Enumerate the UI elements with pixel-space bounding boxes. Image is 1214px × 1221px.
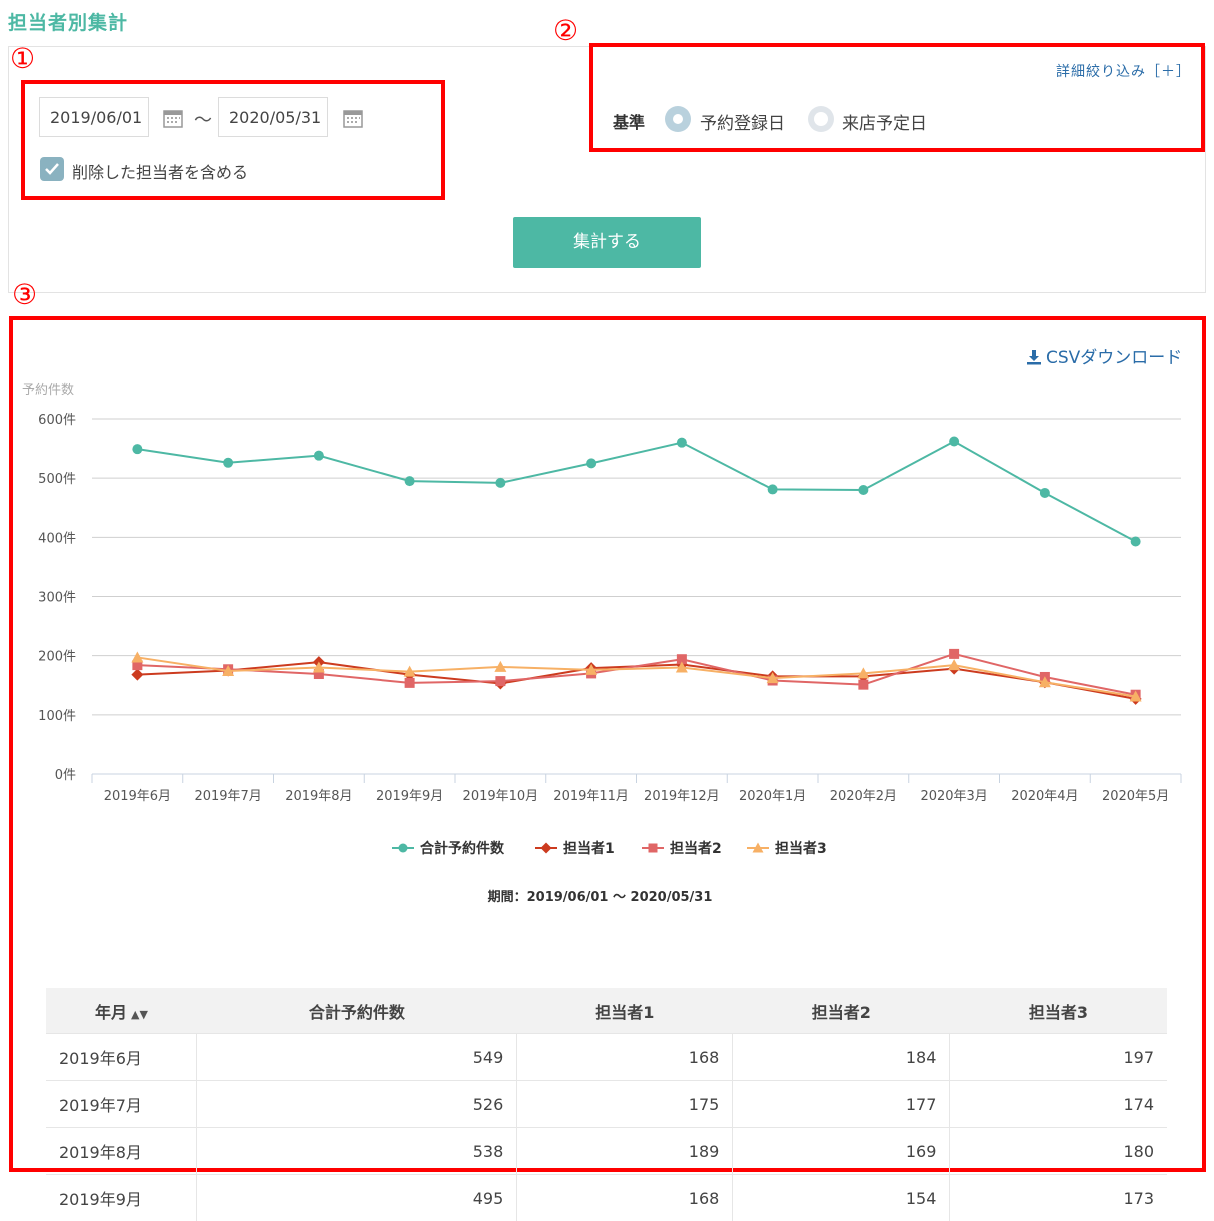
data-point [949, 649, 959, 659]
data-point [677, 438, 687, 448]
highlight-box-1 [21, 80, 445, 200]
sort-icon[interactable]: ▲▼ [131, 1008, 148, 1021]
aggregate-button[interactable]: 集計する [513, 217, 701, 268]
data-point [223, 458, 233, 468]
col-header-month[interactable]: 年月▲▼ [46, 988, 197, 1034]
x-tick-label: 2020年4月 [1011, 789, 1078, 804]
cell-value: 495 [197, 1175, 517, 1221]
cell-value: 175 [517, 1081, 733, 1128]
cell-value: 168 [517, 1175, 733, 1221]
y-tick-label: 300件 [38, 591, 76, 606]
x-tick-label: 2019年11月 [553, 789, 629, 804]
cell-value: 168 [517, 1034, 733, 1081]
x-tick-label: 2020年5月 [1102, 789, 1169, 804]
csv-download-label: CSVダウンロード [1046, 348, 1182, 368]
data-point [858, 680, 868, 690]
data-point [131, 669, 143, 681]
data-point [586, 458, 596, 468]
cell-value: 184 [733, 1034, 950, 1081]
cell-value: 173 [950, 1175, 1167, 1221]
data-point [1040, 488, 1050, 498]
col-header-total: 合計予約件数 [197, 988, 517, 1034]
data-point [495, 676, 505, 686]
legend-label: 担当者3 [775, 840, 827, 857]
x-tick-label: 2020年3月 [920, 789, 987, 804]
data-point [949, 436, 959, 446]
highlight-box-2 [589, 43, 1205, 152]
series-line [137, 662, 1135, 699]
x-tick-label: 2019年10月 [463, 789, 539, 804]
annotation-mark-3: ③ [12, 278, 37, 311]
x-tick-label: 2019年9月 [376, 789, 443, 804]
x-tick-label: 2019年8月 [285, 789, 352, 804]
y-tick-label: 400件 [38, 531, 76, 546]
download-icon [1026, 349, 1042, 365]
data-point [405, 678, 415, 688]
legend-marker [541, 843, 552, 854]
y-tick-label: 600件 [38, 413, 76, 428]
x-tick-label: 2019年7月 [194, 789, 261, 804]
cell-month: 2019年7月 [46, 1081, 197, 1128]
series-line [137, 657, 1135, 696]
cell-value: 169 [733, 1128, 950, 1175]
legend-marker [399, 844, 408, 853]
cell-value: 189 [517, 1128, 733, 1175]
y-tick-label: 0件 [55, 768, 76, 783]
cell-value: 154 [733, 1175, 950, 1221]
annotation-mark-2: ② [553, 14, 578, 47]
page-title: 担当者別集計 [8, 8, 128, 35]
y-tick-label: 100件 [38, 709, 76, 724]
cell-month: 2019年6月 [46, 1034, 197, 1081]
cell-value: 177 [733, 1081, 950, 1128]
legend-label: 担当者1 [563, 840, 615, 857]
data-point [858, 485, 868, 495]
y-axis-label: 予約件数 [22, 383, 74, 398]
series-line [137, 441, 1135, 541]
x-tick-label: 2019年12月 [644, 789, 720, 804]
data-point [1131, 536, 1141, 546]
legend-label: 担当者2 [670, 840, 722, 857]
data-point [495, 478, 505, 488]
cell-value: 174 [950, 1081, 1167, 1128]
data-point [768, 484, 778, 494]
x-tick-label: 2020年1月 [739, 789, 806, 804]
x-tick-label: 2019年6月 [104, 789, 171, 804]
cell-value: 526 [197, 1081, 517, 1128]
cell-value: 549 [197, 1034, 517, 1081]
cell-value: 180 [950, 1128, 1167, 1175]
col-header-staff1: 担当者1 [517, 988, 733, 1034]
cell-month: 2019年9月 [46, 1175, 197, 1221]
bookings-line-chart: 予約件数 0件 100件 200件 300件 400件 500件 600件 2019年6月 201… [0, 370, 1214, 910]
y-tick-label: 500件 [38, 472, 76, 487]
legend-label: 合計予約件数 [420, 840, 505, 857]
legend-marker [649, 844, 658, 853]
cell-value: 538 [197, 1128, 517, 1175]
col-header-staff2: 担当者2 [733, 988, 950, 1034]
cell-value: 197 [950, 1034, 1167, 1081]
table-header-row: 年月▲▼ 合計予約件数 担当者1 担当者2 担当者3 [46, 988, 1167, 1034]
chart-caption: 期間：2019/06/01 ～ 2020/05/31 [488, 890, 713, 905]
data-point [314, 451, 324, 461]
x-tick-label: 2020年2月 [830, 789, 897, 804]
y-tick-label: 200件 [38, 650, 76, 665]
cell-month: 2019年8月 [46, 1128, 197, 1175]
annotation-mark-1: ① [10, 42, 35, 75]
data-point [132, 444, 142, 454]
data-point [131, 651, 143, 662]
col-header-staff3: 担当者3 [950, 988, 1167, 1034]
csv-download-link[interactable]: CSVダウンロード [1026, 343, 1182, 368]
data-point [405, 476, 415, 486]
